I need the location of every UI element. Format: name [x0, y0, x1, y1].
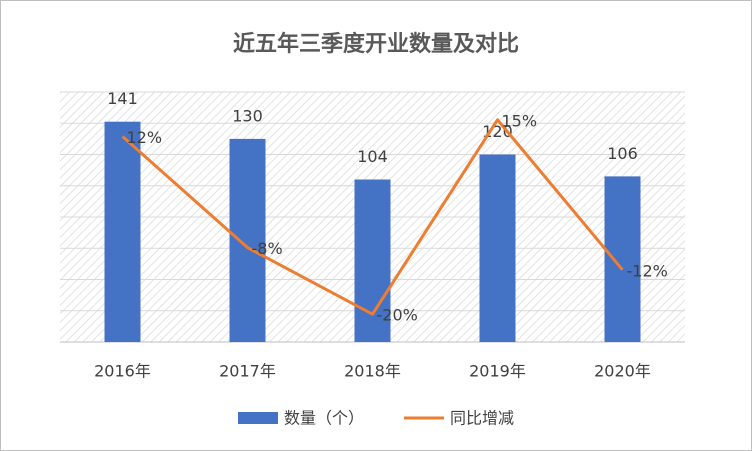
bar — [479, 154, 516, 342]
line-value-label: -8% — [252, 239, 283, 258]
bar — [604, 176, 641, 342]
legend-label: 数量（个） — [284, 409, 364, 428]
bar-value-label: 130 — [232, 106, 263, 125]
bar-value-label: 104 — [357, 147, 388, 166]
bar-value-label: 141 — [107, 89, 138, 108]
line-value-label: -20% — [377, 306, 418, 325]
x-tick-label: 2016年 — [94, 362, 151, 381]
line-value-label: 12% — [127, 128, 163, 147]
chart-title: 近五年三季度开业数量及对比 — [233, 31, 519, 57]
line-value-label: 15% — [502, 111, 538, 130]
legend-label: 同比增减 — [450, 409, 514, 428]
x-tick-label: 2020年 — [594, 362, 651, 381]
x-tick-label: 2019年 — [469, 362, 526, 381]
x-tick-label: 2018年 — [344, 362, 401, 381]
bar-value-label: 106 — [607, 144, 638, 163]
x-tick-label: 2017年 — [219, 362, 276, 381]
line-value-label: -12% — [627, 261, 668, 280]
bar — [229, 138, 266, 342]
legend-swatch — [238, 412, 278, 424]
bar — [104, 121, 141, 342]
line — [121, 118, 624, 316]
